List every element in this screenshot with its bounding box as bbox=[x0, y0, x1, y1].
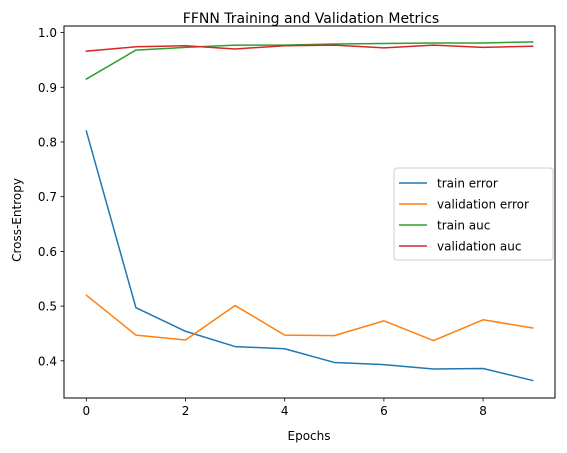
legend-label-validation-error: validation error bbox=[437, 198, 529, 212]
series-line-validation-error bbox=[85, 294, 534, 342]
y-tick-label: 0.6 bbox=[38, 245, 57, 259]
chart-title: FFNN Training and Validation Metrics bbox=[183, 11, 439, 27]
y-tick-label: 0.9 bbox=[38, 81, 57, 95]
x-tick-label: 6 bbox=[380, 404, 388, 418]
y-tick-label: 0.7 bbox=[38, 190, 57, 204]
x-tick-label: 0 bbox=[82, 404, 90, 418]
y-tick-label: 0.5 bbox=[38, 300, 57, 314]
x-axis-label: Epochs bbox=[288, 429, 331, 443]
legend-label-train-auc: train auc bbox=[437, 219, 490, 233]
y-axis-ticks: 0.4 0.5 0.6 0.7 0.8 0.9 1.0 bbox=[38, 26, 64, 368]
legend-box bbox=[393, 167, 554, 261]
plot-frame bbox=[63, 25, 556, 399]
y-tick-label: 0.8 bbox=[38, 135, 57, 149]
y-axis-label: Cross-Entropy bbox=[10, 178, 24, 262]
legend-label-validation-auc: validation auc bbox=[437, 240, 521, 254]
x-tick-label: 8 bbox=[479, 404, 487, 418]
x-tick-label: 4 bbox=[281, 404, 289, 418]
legend-label-train-error: train error bbox=[437, 177, 498, 191]
series-line-validation-auc bbox=[85, 44, 534, 52]
y-tick-label: 0.4 bbox=[38, 354, 57, 368]
x-axis-ticks: 0 2 4 6 8 bbox=[82, 398, 487, 418]
series-line-train-error bbox=[85, 130, 534, 382]
series-lines bbox=[85, 41, 534, 382]
legend: train error validation error train auc vali… bbox=[393, 167, 554, 261]
y-tick-label: 1.0 bbox=[38, 26, 57, 40]
x-tick-label: 2 bbox=[182, 404, 190, 418]
series-line-train-auc bbox=[85, 41, 534, 81]
